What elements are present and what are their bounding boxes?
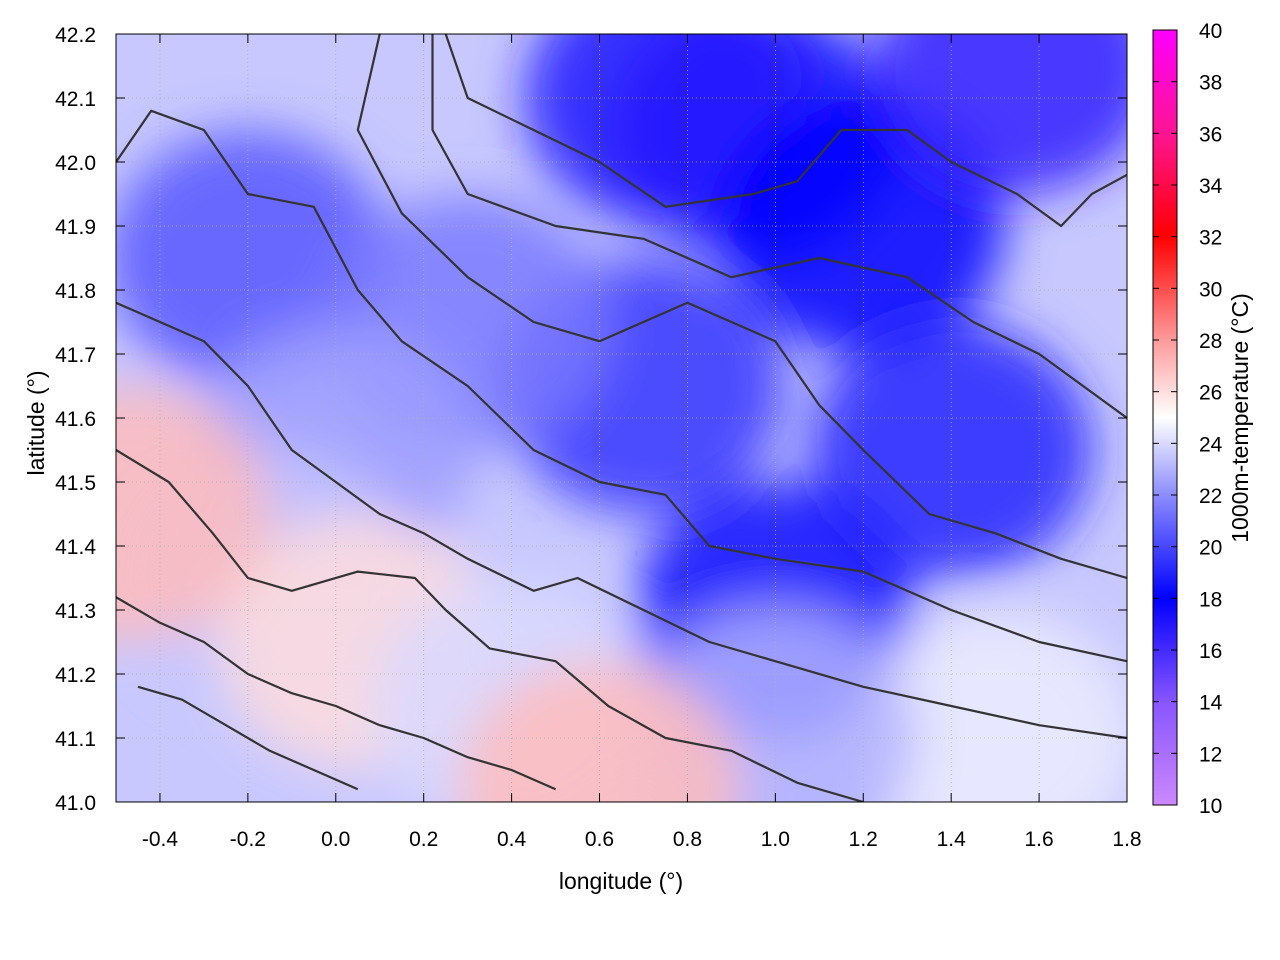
colorbar-tick-label: 40 xyxy=(1199,20,1222,43)
y-tick-label: 41.8 xyxy=(55,280,96,303)
x-tick-label: 0.2 xyxy=(409,828,438,851)
x-tick-label: 1.6 xyxy=(1024,828,1053,851)
colorbar-tick-label: 36 xyxy=(1199,123,1222,146)
contour-line xyxy=(116,301,1127,740)
x-tick-label: 0.6 xyxy=(585,828,614,851)
field-region xyxy=(854,610,1127,802)
contour-lines xyxy=(116,34,1127,802)
y-tick-label: 41.4 xyxy=(55,536,96,559)
colorbar-tick-label: 38 xyxy=(1199,72,1222,95)
x-tick-label: 0.8 xyxy=(673,828,702,851)
colorbar-tick-label: 24 xyxy=(1199,433,1223,456)
y-tick-label: 41.9 xyxy=(55,216,96,239)
x-tick-label: 1.0 xyxy=(761,828,790,851)
colorbar-tick-label: 26 xyxy=(1199,382,1222,405)
x-axis-title: longitude (°) xyxy=(559,868,683,894)
colorbar-tick-label: 30 xyxy=(1199,278,1222,301)
y-tick-label: 41.7 xyxy=(55,344,96,367)
x-tick-label: -0.2 xyxy=(230,828,266,851)
y-tick-label: 42.0 xyxy=(55,152,96,175)
colorbar-tick-label: 18 xyxy=(1199,588,1222,611)
x-axis-tick-labels: -0.4 -0.2 0.0 0.2 0.4 0.6 0.8 1.0 1.2 1.4 1.6 1.8 xyxy=(142,828,1142,851)
colorbar-tick-label: 16 xyxy=(1199,640,1222,663)
colorbar-gradient-bar xyxy=(1152,29,1178,806)
contour-line xyxy=(356,34,1127,580)
colorbar-title: 1000m-temperature (°C) xyxy=(1227,293,1253,543)
y-tick-label: 41.3 xyxy=(55,600,96,623)
colorbar-tick-label: 14 xyxy=(1199,692,1223,715)
contour-line xyxy=(137,685,359,791)
colorbar-tick-label: 22 xyxy=(1199,485,1222,508)
y-tick-label: 41.0 xyxy=(55,792,96,815)
y-tick-label: 41.5 xyxy=(55,472,96,495)
y-tick-label: 41.1 xyxy=(55,728,96,751)
x-tick-label: 0.4 xyxy=(497,828,527,851)
colorbar-tick-label: 20 xyxy=(1199,537,1222,560)
contour-line xyxy=(444,34,1127,228)
y-tick-label: 42.1 xyxy=(55,88,96,111)
y-tick-label: 41.6 xyxy=(55,408,96,431)
x-tick-label: 1.2 xyxy=(849,828,878,851)
colorbar-tick-label: 34 xyxy=(1199,175,1223,198)
colorbar-tick-labels: 10 12 14 16 18 20 22 24 26 28 30 32 34 36 38 40 xyxy=(1199,20,1223,818)
field-region xyxy=(116,386,270,642)
contour-line xyxy=(116,109,1127,663)
field-region xyxy=(116,130,389,386)
y-tick-label: 42.2 xyxy=(55,24,96,47)
colorbar-tick-label: 10 xyxy=(1199,795,1222,818)
x-tick-label: 1.8 xyxy=(1112,828,1141,851)
x-tick-label: 1.4 xyxy=(937,828,967,851)
x-tick-label: 0.0 xyxy=(321,828,350,851)
contour-line xyxy=(431,34,1127,419)
plot-area xyxy=(115,33,1128,803)
y-axis-tick-labels: 41.0 41.1 41.2 41.3 41.4 41.5 41.6 41.7 41.8 41.9… xyxy=(55,24,96,815)
colorbar-ticks xyxy=(1153,29,1177,806)
x-tick-label: -0.4 xyxy=(142,828,179,851)
colorbar-tick-label: 12 xyxy=(1199,743,1222,766)
colorbar-tick-label: 32 xyxy=(1199,227,1222,250)
field-region xyxy=(458,661,741,802)
contour-line xyxy=(116,596,557,791)
y-axis-title: latitude (°) xyxy=(23,370,49,475)
colorbar-tick-label: 28 xyxy=(1199,330,1222,353)
axis-ticks xyxy=(116,33,1128,803)
y-tick-label: 41.2 xyxy=(55,664,96,687)
colorbar: 10 12 14 16 18 20 22 24 26 28 30 32 34 36 38 40 1000m-t… xyxy=(1152,20,1253,818)
contour-line xyxy=(116,449,864,802)
